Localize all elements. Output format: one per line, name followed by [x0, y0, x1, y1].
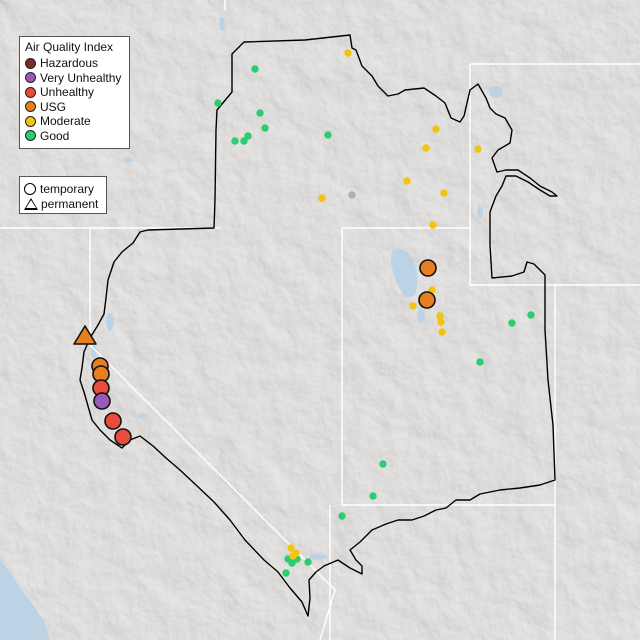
idaho-reservoir	[123, 157, 133, 163]
shape-legend: temporary permanent	[19, 176, 107, 214]
lake-pend-oreille	[219, 17, 225, 31]
legend-item-moderate: Moderate	[25, 114, 129, 129]
legend-label-unhealthy: Unhealthy	[40, 85, 95, 100]
legend-label-very-unhealthy: Very Unhealthy	[40, 70, 122, 85]
legend-item-temporary: temporary	[24, 181, 106, 196]
legend-item-hazardous: Hazardous	[25, 56, 129, 71]
hazardous-swatch	[25, 57, 36, 69]
aqi-legend: Air Quality Index Hazardous Very Unhealt…	[19, 36, 130, 149]
usg-swatch	[25, 101, 36, 113]
bear-lake	[477, 206, 483, 218]
legend-item-usg: USG	[25, 100, 129, 115]
utah-lake	[417, 309, 425, 323]
good-sites	[214, 65, 535, 577]
aqi-legend-title: Air Quality Index	[25, 40, 114, 54]
region-boundary	[79, 34, 558, 617]
usg-sites	[91, 259, 437, 383]
lake-tahoe	[91, 346, 97, 358]
usg-permanent-site	[73, 325, 97, 345]
legend-label-usg: USG	[40, 99, 67, 114]
legend-label-moderate: Moderate	[40, 114, 91, 129]
legend-item-very-unhealthy: Very Unhealthy	[25, 71, 129, 86]
good-swatch	[25, 130, 36, 142]
legend-label-permanent: permanent	[41, 196, 99, 211]
no-data-site	[348, 191, 356, 199]
circle-icon	[24, 182, 36, 195]
lake-mead	[309, 554, 327, 560]
legend-item-permanent: permanent	[24, 196, 106, 211]
yellowstone-lake	[489, 86, 503, 98]
very-unhealthy-swatch	[25, 72, 36, 84]
moderate-sites	[287, 49, 482, 560]
legend-item-good: Good	[25, 129, 129, 144]
very-unhealthy-site	[93, 392, 111, 410]
mono-lake	[138, 413, 146, 419]
legend-label-hazardous: Hazardous	[40, 56, 99, 71]
great-salt-lake	[391, 249, 418, 298]
legend-label-temporary: temporary	[40, 181, 95, 196]
legend-item-unhealthy: Unhealthy	[25, 85, 129, 100]
pacific-ocean	[0, 560, 50, 640]
moderate-swatch	[25, 115, 36, 127]
unhealthy-swatch	[25, 86, 36, 98]
pyramid-lake	[106, 313, 114, 331]
legend-label-good: Good	[40, 128, 70, 143]
triangle-icon	[24, 197, 38, 210]
